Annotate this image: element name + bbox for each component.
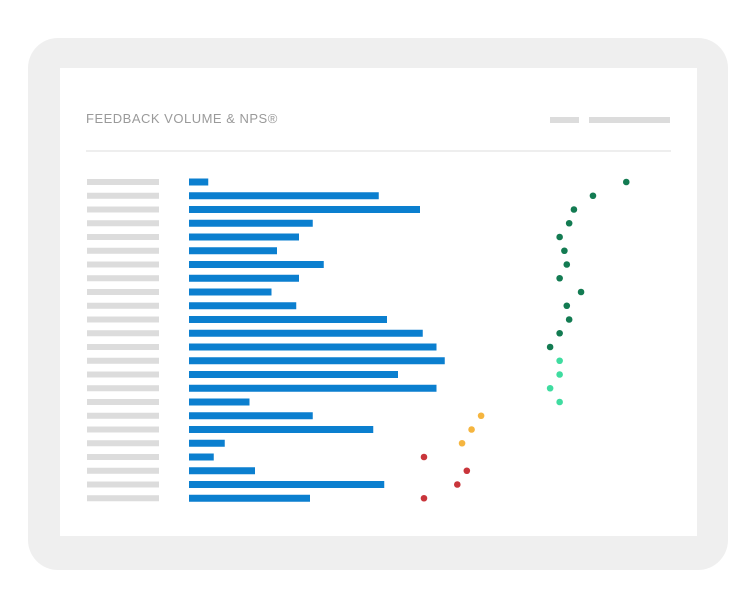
row-label-placeholder bbox=[87, 261, 159, 268]
volume-bar bbox=[189, 481, 385, 488]
volume-bar bbox=[189, 302, 297, 310]
nps-point bbox=[546, 343, 554, 351]
volume-bar bbox=[189, 453, 214, 461]
header-divider bbox=[86, 150, 671, 152]
volume-bar bbox=[189, 247, 277, 255]
volume-bar bbox=[189, 343, 437, 351]
row-label-placeholder bbox=[87, 220, 159, 227]
nps-point bbox=[622, 178, 630, 186]
header-filter-placeholder[interactable] bbox=[589, 117, 670, 123]
row-label-placeholder bbox=[87, 399, 159, 405]
volume-bar bbox=[189, 261, 324, 268]
nps-point bbox=[556, 357, 563, 365]
row-label-placeholder bbox=[87, 316, 159, 323]
volume-bar bbox=[189, 439, 225, 447]
nps-point bbox=[563, 302, 571, 310]
row-label-placeholder bbox=[87, 454, 159, 460]
row-label-placeholder bbox=[87, 412, 159, 419]
header-control-placeholder[interactable] bbox=[550, 117, 579, 123]
nps-point bbox=[556, 398, 563, 406]
nps-point bbox=[477, 412, 485, 420]
volume-bar bbox=[189, 426, 374, 433]
nps-point bbox=[556, 233, 563, 241]
nps-point bbox=[463, 467, 471, 475]
volume-bar bbox=[189, 178, 209, 186]
volume-bar bbox=[189, 384, 437, 392]
nps-point bbox=[546, 384, 554, 392]
volume-bar bbox=[189, 288, 272, 296]
volume-bar bbox=[189, 467, 255, 475]
row-label-placeholder bbox=[87, 289, 159, 295]
nps-point bbox=[556, 329, 563, 337]
row-label-placeholder bbox=[87, 234, 159, 240]
volume-bar bbox=[189, 233, 299, 241]
row-label-placeholder bbox=[87, 247, 159, 254]
volume-bar bbox=[189, 357, 445, 365]
nps-point bbox=[420, 453, 428, 461]
row-label-placeholder bbox=[87, 371, 159, 378]
nps-point bbox=[565, 316, 573, 323]
row-label-placeholder bbox=[87, 357, 159, 364]
volume-bar bbox=[189, 398, 250, 406]
nps-point bbox=[589, 192, 597, 200]
nps-point bbox=[577, 288, 585, 296]
nps-point bbox=[458, 439, 466, 447]
row-label-placeholder bbox=[87, 302, 159, 309]
row-label-placeholder bbox=[87, 467, 159, 474]
nps-point bbox=[570, 206, 578, 213]
volume-bar bbox=[189, 316, 387, 323]
nps-point bbox=[468, 426, 475, 433]
volume-bar bbox=[189, 412, 313, 420]
nps-point bbox=[556, 371, 563, 378]
volume-bar bbox=[189, 494, 310, 502]
row-label-placeholder bbox=[87, 275, 159, 282]
row-label-placeholder bbox=[87, 481, 159, 488]
row-label-placeholder bbox=[87, 179, 159, 185]
nps-point bbox=[556, 274, 563, 282]
nps-point bbox=[563, 261, 571, 268]
row-label-placeholder bbox=[87, 330, 159, 337]
nps-point bbox=[420, 494, 428, 502]
volume-bar bbox=[189, 329, 423, 337]
nps-point bbox=[454, 481, 461, 488]
volume-bar bbox=[189, 206, 420, 213]
row-label-placeholder bbox=[87, 495, 159, 502]
row-label-placeholder bbox=[87, 344, 159, 350]
nps-point bbox=[565, 219, 573, 227]
screen-panel bbox=[60, 68, 697, 536]
nps-point bbox=[561, 247, 568, 255]
volume-bar bbox=[189, 219, 313, 227]
row-label-placeholder bbox=[87, 385, 159, 392]
volume-bar bbox=[189, 192, 379, 200]
volume-bar bbox=[189, 371, 398, 378]
volume-bar bbox=[189, 274, 299, 282]
page-title: FEEDBACK VOLUME & NPS® bbox=[86, 111, 278, 126]
row-label-placeholder bbox=[87, 440, 159, 447]
row-label-placeholder bbox=[87, 426, 159, 433]
row-label-placeholder bbox=[87, 206, 159, 213]
row-label-placeholder bbox=[87, 192, 159, 199]
